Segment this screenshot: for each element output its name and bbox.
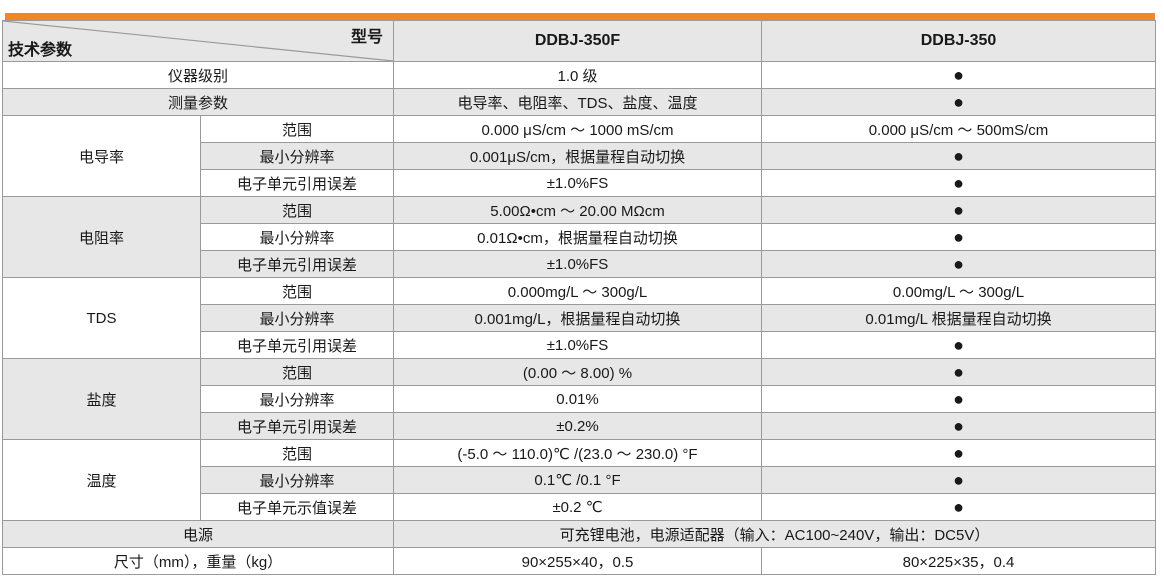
row-label: 最小分辨率 — [200, 223, 394, 251]
value-cell: ±1.0%FS — [393, 250, 762, 278]
corner-label-model: 型号 — [350, 29, 383, 46]
row-label: 电子单元引用误差 — [200, 331, 394, 359]
value-cell: 0.01% — [393, 385, 762, 413]
row-label: 尺寸（mm），重量（kg） — [2, 547, 394, 575]
row-label: 电子单元引用误差 — [200, 412, 394, 440]
diagonal-divider — [3, 21, 393, 61]
value-cell: ±0.2 ℃ — [393, 493, 762, 521]
value-cell: 0.001mg/L，根据量程自动切换 — [393, 304, 762, 332]
value-cell: 电导率、电阻率、TDS、盐度、温度 — [393, 88, 762, 116]
header-row: 型号 技术参数 DDBJ-350F DDBJ-350 — [2, 20, 1156, 62]
table-row: 电源 可充锂电池，电源适配器（输入：AC100~240V，输出：DC5V） — [2, 520, 1156, 548]
value-cell: 0.000mg/L ～ 300g/L — [393, 277, 762, 305]
value-cell: ±1.0%FS — [393, 331, 762, 359]
value-cell: (0.00 ～ 8.00) % — [393, 358, 762, 386]
row-label: 仪器级别 — [2, 61, 394, 89]
table-row: 最小分辨率 0.001mg/L，根据量程自动切换 0.01mg/L 根据量程自动… — [3, 304, 1156, 332]
table-row: 电子单元引用误差 ±0.2% ● — [3, 412, 1156, 440]
availability-dot: ● — [761, 169, 1156, 197]
value-cell: (-5.0 ～ 110.0)℃ /(23.0 ～ 230.0) °F — [393, 439, 762, 467]
value-cell: 0.1℃ /0.1 °F — [393, 466, 762, 494]
row-label: 范围 — [200, 115, 394, 143]
availability-dot: ● — [761, 223, 1156, 251]
row-label: 最小分辨率 — [200, 466, 394, 494]
availability-dot: ● — [761, 493, 1156, 521]
value-cell: 0.000 μS/cm ～ 1000 mS/cm — [393, 115, 762, 143]
table-row: 电子单元引用误差 ±1.0%FS ● — [3, 250, 1156, 278]
row-label: 范围 — [200, 358, 394, 386]
value-cell: 0.01mg/L 根据量程自动切换 — [761, 304, 1156, 332]
value-cell: 可充锂电池，电源适配器（输入：AC100~240V，输出：DC5V） — [393, 520, 1156, 548]
category-cell: 温度 — [2, 439, 201, 521]
category-cell: 电阻率 — [2, 196, 201, 278]
row-label: 范围 — [200, 196, 394, 224]
table-row: 电阻率 范围 5.00Ω•cm ～ 20.00 MΩcm ● — [2, 196, 1156, 278]
availability-dot: ● — [761, 88, 1156, 116]
row-label: 电子单元引用误差 — [200, 250, 394, 278]
model-header-ddbj-350: DDBJ-350 — [761, 20, 1156, 62]
row-label: 电子单元引用误差 — [200, 169, 394, 197]
table-row: 盐度 范围 (0.00 ～ 8.00) % ● — [2, 358, 1156, 440]
table-row: 电导率 范围 0.000 μS/cm ～ 1000 mS/cm 0.000 μS… — [2, 115, 1156, 197]
corner-label-tech: 技术参数 — [8, 42, 73, 59]
row-label: 测量参数 — [2, 88, 394, 116]
row-label: 电子单元示值误差 — [200, 493, 394, 521]
value-cell: 0.000 μS/cm ～ 500mS/cm — [761, 115, 1156, 143]
value-cell: ±0.2% — [393, 412, 762, 440]
value-cell: 80×225×35，0.4 — [761, 547, 1156, 575]
availability-dot: ● — [761, 466, 1156, 494]
value-cell: 90×255×40，0.5 — [393, 547, 762, 575]
table-row: 测量参数 电导率、电阻率、TDS、盐度、温度 ● — [2, 88, 1156, 116]
category-cell: TDS — [2, 277, 201, 359]
availability-dot: ● — [761, 331, 1156, 359]
accent-bar — [5, 13, 1155, 20]
value-cell: 1.0 级 — [393, 61, 762, 89]
table-row: 温度 范围 (-5.0 ～ 110.0)℃ /(23.0 ～ 230.0) °F… — [2, 439, 1156, 521]
availability-dot: ● — [761, 196, 1156, 224]
row-label: 最小分辨率 — [200, 385, 394, 413]
table-row: 最小分辨率 0.01Ω•cm，根据量程自动切换 ● — [3, 223, 1156, 251]
row-label: 最小分辨率 — [200, 142, 394, 170]
table-row: 电子单元示值误差 ±0.2 ℃ ● — [3, 493, 1156, 521]
availability-dot: ● — [761, 250, 1156, 278]
row-label: 范围 — [200, 439, 394, 467]
table-row: 电子单元引用误差 ±1.0%FS ● — [3, 169, 1156, 197]
availability-dot: ● — [761, 439, 1156, 467]
value-cell: 0.01Ω•cm，根据量程自动切换 — [393, 223, 762, 251]
value-cell: 0.001μS/cm，根据量程自动切换 — [393, 142, 762, 170]
value-cell: ±1.0%FS — [393, 169, 762, 197]
category-cell: 盐度 — [2, 358, 201, 440]
value-cell: 0.00mg/L ～ 300g/L — [761, 277, 1156, 305]
value-cell: 5.00Ω•cm ～ 20.00 MΩcm — [393, 196, 762, 224]
table-row: 尺寸（mm），重量（kg） 90×255×40，0.5 80×225×35，0.… — [2, 547, 1156, 575]
row-label: 最小分辨率 — [200, 304, 394, 332]
spec-table: 型号 技术参数 DDBJ-350F DDBJ-350 仪器级别 1.0 级 ● … — [2, 20, 1156, 575]
availability-dot: ● — [761, 385, 1156, 413]
table-row: TDS 范围 0.000mg/L ～ 300g/L 0.00mg/L ～ 300… — [2, 277, 1156, 359]
corner-cell: 型号 技术参数 — [2, 20, 394, 62]
availability-dot: ● — [761, 412, 1156, 440]
table-row: 仪器级别 1.0 级 ● — [2, 61, 1156, 89]
availability-dot: ● — [761, 142, 1156, 170]
row-label: 范围 — [200, 277, 394, 305]
availability-dot: ● — [761, 358, 1156, 386]
model-header-ddbj-350f: DDBJ-350F — [393, 20, 762, 62]
row-label: 电源 — [2, 520, 394, 548]
category-cell: 电导率 — [2, 115, 201, 197]
availability-dot: ● — [761, 61, 1156, 89]
